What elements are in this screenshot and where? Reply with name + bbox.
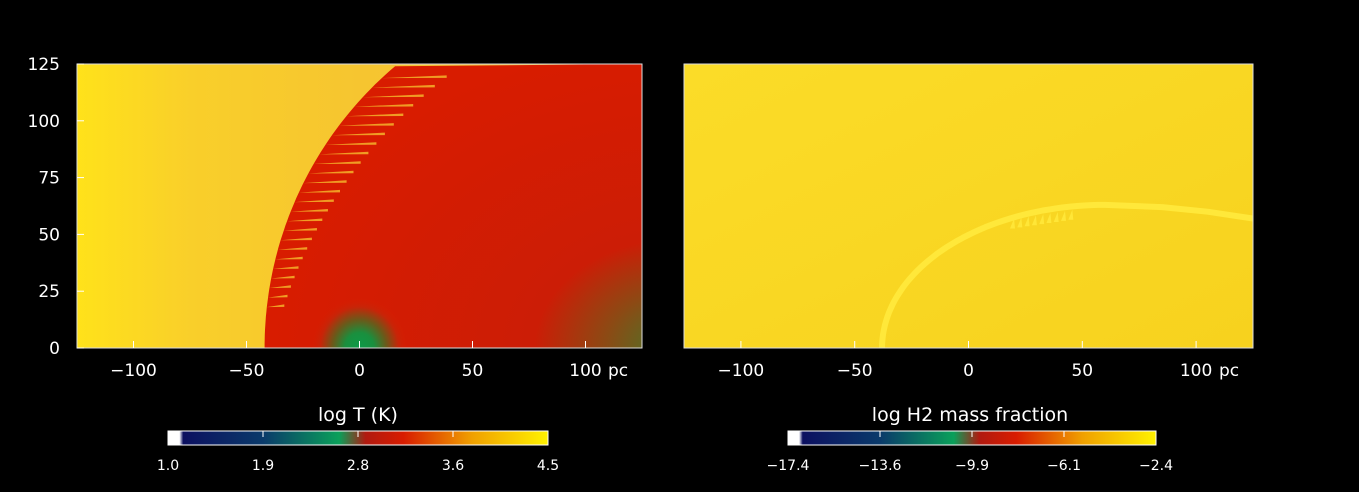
front-stripe xyxy=(298,189,340,193)
front-stripe xyxy=(275,256,303,260)
front-stripe xyxy=(268,294,288,298)
front-stripe xyxy=(371,84,435,88)
y-tick-label: 25 xyxy=(38,282,60,302)
x-tick-label: 0 xyxy=(963,361,974,381)
x-tick-label: −100 xyxy=(718,361,765,381)
shell-finger xyxy=(1068,209,1074,220)
shell-finger xyxy=(1053,212,1059,222)
shell-finger xyxy=(1031,215,1037,226)
x-tick-label: −50 xyxy=(229,361,265,381)
front-stripe xyxy=(290,209,328,212)
front-stripe xyxy=(294,199,334,203)
front-stripe xyxy=(277,247,308,250)
front-stripe xyxy=(325,142,377,145)
colorbar-tick-label: −17.4 xyxy=(767,458,810,474)
left-colorbar: log T (K) 1.0 1.9 2.8 3.6 4.5 xyxy=(157,404,559,474)
front-stripe xyxy=(381,75,447,79)
front-stripe xyxy=(287,218,323,222)
front-stripe xyxy=(271,275,295,279)
y-tick-label: 100 xyxy=(28,112,60,132)
colorbar-tick-label: −9.9 xyxy=(955,458,989,474)
front-stripe xyxy=(308,170,354,174)
colorbar-tick-label: 2.8 xyxy=(347,458,369,474)
front-instability-stripes xyxy=(266,75,447,308)
left-y-axis: 0 25 50 75 100 125 xyxy=(28,55,84,359)
front-stripe xyxy=(362,94,424,98)
x-tick-label: −100 xyxy=(110,361,157,381)
front-stripe xyxy=(283,228,317,231)
colorbar-tick-label: 4.5 xyxy=(537,458,559,474)
x-tick-label: −50 xyxy=(837,361,873,381)
shell-finger xyxy=(1046,213,1052,223)
front-stripe xyxy=(331,132,385,136)
x-tick-label: 100 xyxy=(569,361,601,381)
shell-finger xyxy=(1010,218,1015,229)
central-source-core xyxy=(310,296,409,348)
colorbar-tick-label: −6.1 xyxy=(1047,458,1081,474)
right-x-axis: −100 −50 0 50 100 xyxy=(718,341,1212,381)
x-tick-label: 100 xyxy=(1180,361,1212,381)
h2-shell xyxy=(879,201,1253,348)
left-x-unit: pc xyxy=(608,361,628,381)
left-colorbar-label: log T (K) xyxy=(318,404,398,426)
right-colorbar-label: log H2 mass fraction xyxy=(872,404,1068,426)
h2-fraction-map: −100 −50 0 50 100 pc xyxy=(683,63,1254,381)
shell-finger xyxy=(1024,216,1030,227)
x-tick-label: 50 xyxy=(462,361,484,381)
colorbar-tick-label: −2.4 xyxy=(1139,458,1173,474)
front-stripe xyxy=(280,237,312,241)
x-tick-label: 0 xyxy=(354,361,365,381)
shell-fingers xyxy=(1010,209,1074,229)
front-stripe xyxy=(269,285,291,288)
colorbar-tick-label: −13.6 xyxy=(859,458,902,474)
front-stripe xyxy=(266,304,285,308)
colorbar-tick-label: 3.6 xyxy=(442,458,464,474)
front-stripe xyxy=(346,113,404,117)
shell-finger xyxy=(1061,210,1066,221)
y-tick-label: 75 xyxy=(38,169,60,189)
front-stripe xyxy=(273,266,299,269)
right-colorbar: log H2 mass fraction −17.4 −13.6 −9.9 −6.1 −… xyxy=(767,404,1174,474)
y-tick-label: 125 xyxy=(28,55,60,75)
y-tick-label: 0 xyxy=(49,339,60,359)
front-stripe xyxy=(303,180,347,184)
shell-finger xyxy=(1039,214,1045,225)
front-stripe xyxy=(319,151,369,155)
colorbar-tick-label: 1.9 xyxy=(252,458,274,474)
temperature-map: 0 25 50 75 100 125 −100 −50 0 50 100 pc xyxy=(28,55,643,381)
shell-finger xyxy=(1017,217,1023,228)
front-stripe xyxy=(354,104,414,107)
y-tick-label: 50 xyxy=(38,225,60,245)
front-stripe xyxy=(338,123,394,126)
x-tick-label: 50 xyxy=(1071,361,1093,381)
colorbar-tick-label: 1.0 xyxy=(157,458,179,474)
right-x-unit: pc xyxy=(1219,361,1239,381)
left-x-axis: −100 −50 0 50 100 xyxy=(110,341,602,381)
front-stripe xyxy=(313,161,361,164)
